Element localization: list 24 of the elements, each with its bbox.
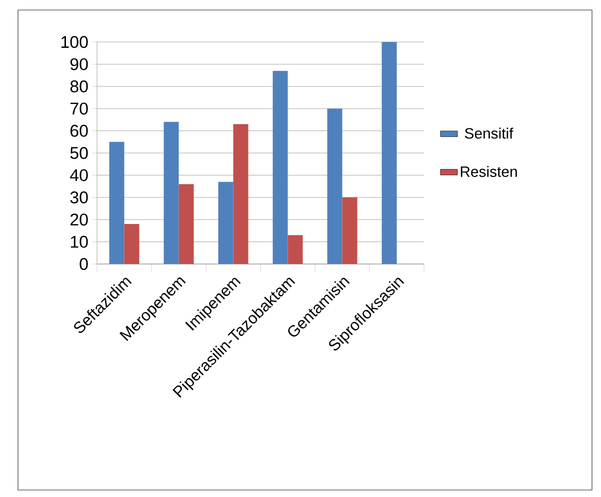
y-tick-label: 30 bbox=[70, 191, 88, 204]
legend-label: Sensitif bbox=[464, 128, 514, 139]
y-tick-label: 80 bbox=[70, 80, 88, 92]
bar bbox=[288, 235, 303, 264]
bar bbox=[342, 197, 358, 264]
bar bbox=[164, 122, 179, 264]
y-tick-label: 90 bbox=[70, 58, 88, 70]
legend-label: Resisten bbox=[460, 166, 517, 177]
bar bbox=[233, 124, 248, 264]
y-tick-label: 70 bbox=[70, 102, 88, 115]
bar bbox=[218, 182, 234, 264]
bar bbox=[109, 142, 124, 264]
bar bbox=[382, 42, 397, 264]
bar bbox=[178, 184, 194, 264]
bar bbox=[272, 70, 288, 264]
bar bbox=[327, 108, 342, 264]
y-tick-label: 60 bbox=[70, 124, 88, 137]
y-tick-label: 40 bbox=[70, 169, 88, 182]
y-tick-label: 20 bbox=[70, 214, 88, 226]
y-tick-label: 100 bbox=[62, 36, 88, 48]
y-tick-label: 0 bbox=[80, 258, 88, 270]
y-tick-label: 10 bbox=[70, 236, 88, 248]
y-tick-label: 50 bbox=[70, 147, 88, 159]
bar bbox=[124, 224, 140, 264]
